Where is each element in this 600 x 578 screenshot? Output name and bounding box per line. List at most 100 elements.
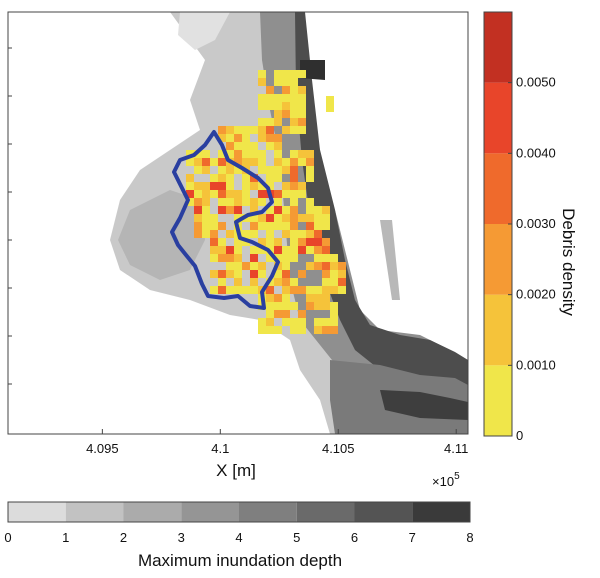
debris-cell [298,190,306,198]
debris-cell [314,214,322,222]
x-tick-label: 4.1 [211,441,229,456]
debris-cell [290,198,298,206]
depth-colorbar-label: Maximum inundation depth [138,551,342,570]
debris-cell [250,270,258,278]
debris-cell [234,158,242,166]
debris-cell [234,246,242,254]
debris-cell [298,118,306,126]
debris-cell [282,86,290,94]
debris-cell [218,246,226,254]
debris-cell [290,190,298,198]
debris-cell [274,190,282,198]
debris-cell [186,182,194,190]
debris-cell [322,294,330,302]
debris-cell [186,174,194,182]
debris-cell [258,198,266,206]
debris-cell [322,302,330,310]
debris-cell [266,182,274,190]
debris-cell [218,150,226,158]
debris-cell [210,214,218,222]
debris-cell [234,254,242,262]
debris-cell [298,110,306,118]
debris-cell [306,238,314,246]
debris-colorbar-segment [484,12,512,83]
debris-cell [258,166,266,174]
debris-cell [226,182,234,190]
debris-cell [314,246,322,254]
debris-cell [250,174,258,182]
debris-cell [306,214,314,222]
debris-cell [258,70,266,78]
debris-cell [218,158,226,166]
debris-cell [226,286,234,294]
debris-cell [322,278,330,286]
debris-cell [258,238,266,246]
debris-cell [322,246,330,254]
debris-cell [210,246,218,254]
debris-cell [274,150,282,158]
debris-cell [266,102,274,110]
x-tick-label: 4.11 [444,441,468,456]
debris-cell [298,238,306,246]
debris-cell [250,222,258,230]
debris-cell [290,158,298,166]
debris-cell [282,230,290,238]
debris-cell [290,110,298,118]
debris-cell [226,270,234,278]
debris-colorbar-segment [484,82,512,154]
debris-cell [290,230,298,238]
debris-cell [274,110,282,118]
debris-cell [218,286,226,294]
debris-cell [282,126,290,134]
inundation-depth-map [110,12,468,434]
debris-cell [290,118,298,126]
debris-cell [218,278,226,286]
debris-cell [290,166,298,174]
debris-cell [290,70,298,78]
debris-cell [298,182,306,190]
debris-cell [338,262,346,270]
study-area-outline [170,130,280,310]
debris-colorbar-segment [484,153,512,224]
x-axis-multiplier: ×105 [432,471,460,489]
debris-cell [274,70,282,78]
debris-cell [274,134,282,142]
debris-density-colorbar: 0 0.0010 0.0020 0.0030 0.0040 0.0050 [483,11,556,443]
depth-colorbar-segment [123,502,182,522]
debris-cell [218,166,226,174]
debris-cell [258,126,266,134]
debris-cell [234,206,242,214]
depth-colorbar-tick-label: 4 [235,530,242,545]
debris-colorbar-tick-label: 0.0040 [516,145,556,160]
debris-cell [226,190,234,198]
debris-cell [194,198,202,206]
debris-cell [202,214,210,222]
debris-cell [194,158,202,166]
debris-cell [266,206,274,214]
debris-colorbar-tick-label: 0.0020 [516,287,556,302]
debris-cell [314,326,322,334]
debris-cell [242,198,250,206]
debris-cell [274,142,282,150]
debris-cell [274,166,282,174]
depth-colorbar-tick-label: 2 [120,530,127,545]
debris-cell [194,190,202,198]
debris-cell [274,302,282,310]
debris-cell [306,166,314,174]
debris-cell [266,174,274,182]
debris-cell [258,222,266,230]
debris-cell [250,158,258,166]
debris-cell [306,230,314,238]
debris-cell [242,126,250,134]
debris-cell [282,182,290,190]
debris-cell [266,94,274,102]
x-axis-ticks: 4.095 4.1 4.105 4.11 [86,429,468,456]
debris-cell [306,206,314,214]
debris-cell [250,198,258,206]
debris-cell [282,214,290,222]
debris-cell [338,286,346,294]
debris-cell [218,190,226,198]
debris-cell [274,254,282,262]
y-axis-ticks [8,47,12,385]
depth-colorbar-segment [296,502,355,522]
